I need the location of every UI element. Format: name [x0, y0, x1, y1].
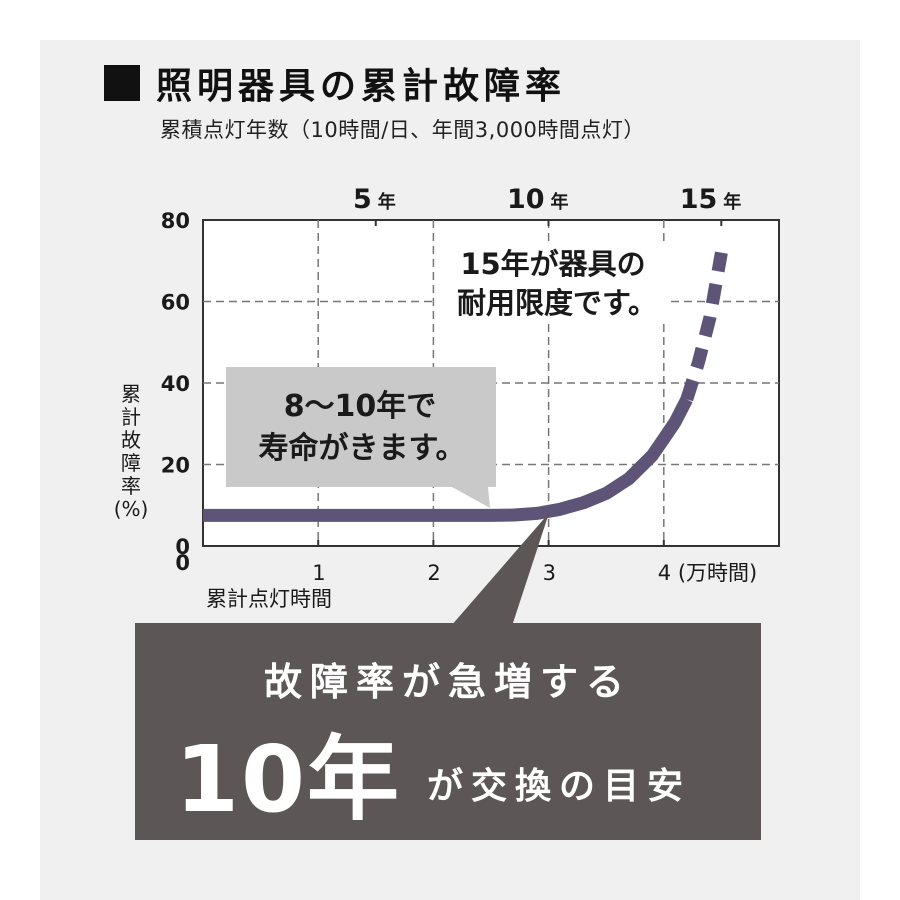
- annotation-lifespan-line1: 8〜10年で: [284, 389, 437, 424]
- title-square-icon: [104, 65, 140, 101]
- x-tick-label: 2: [427, 561, 440, 585]
- page-title: 照明器具の累計故障率: [156, 66, 567, 107]
- callout-line2: 10年 が交換の目安: [175, 711, 692, 833]
- y-axis-label-char: 累: [121, 382, 141, 406]
- callout-pointer: [451, 513, 549, 626]
- y-tick-label: 80: [161, 209, 190, 233]
- annotation-limit-bg: [436, 241, 670, 319]
- annotation-lifespan-line2: 寿命がきます。: [259, 431, 466, 466]
- y-axis-label-char: 故: [121, 428, 141, 452]
- callout-rest-text: が交換の目安: [427, 766, 692, 807]
- callout-line1: 故障率が急増する: [263, 660, 632, 704]
- y-axis-label-char: 計: [121, 405, 141, 429]
- series-line-measured: [203, 396, 693, 522]
- series-layer: [203, 251, 728, 522]
- x-tick-label: 3: [543, 561, 556, 585]
- y-tick-label: 0: [175, 535, 190, 559]
- y-axis-label-char: 障: [121, 451, 141, 475]
- y-tick-label: 40: [161, 372, 190, 396]
- annotation-limit-line2: 耐用限度です。: [457, 286, 657, 320]
- annotation-limit-line1: 15年が器具の: [460, 247, 645, 281]
- top-tick-label-unit: 年: [378, 191, 396, 213]
- y-tick-label: 20: [161, 454, 190, 478]
- callout-big-text: 10年: [175, 725, 402, 833]
- x-tick-label: 1: [312, 561, 325, 585]
- y-axis-label: 累計故障率(%): [114, 382, 149, 521]
- top-tick-label-unit: 年: [723, 191, 741, 213]
- x-tick-label: 4 (万時間): [658, 561, 757, 585]
- subtitle: 累積点灯年数（10時間/日、年間3,000時間点灯）: [160, 118, 645, 142]
- y-axis-label-char: 率: [121, 474, 141, 498]
- top-tick-label-unit: 年: [551, 191, 569, 213]
- top-tick-label-number: 5: [353, 184, 372, 215]
- series-line-projected: [680, 251, 728, 402]
- annotation-bubble-lifespan: [226, 367, 496, 508]
- x-axis-label: 累計点灯時間: [206, 587, 332, 611]
- x-tick-label: 0: [175, 551, 190, 575]
- y-tick-label: 60: [161, 291, 190, 315]
- top-tick-label-number: 15: [680, 184, 718, 215]
- top-tick-label-number: 10: [507, 184, 545, 215]
- y-axis-label-char: (%): [114, 497, 149, 521]
- callout-box: 故障率が急増する 10年 が交換の目安: [135, 623, 761, 840]
- title-row: 照明器具の累計故障率: [104, 60, 567, 107]
